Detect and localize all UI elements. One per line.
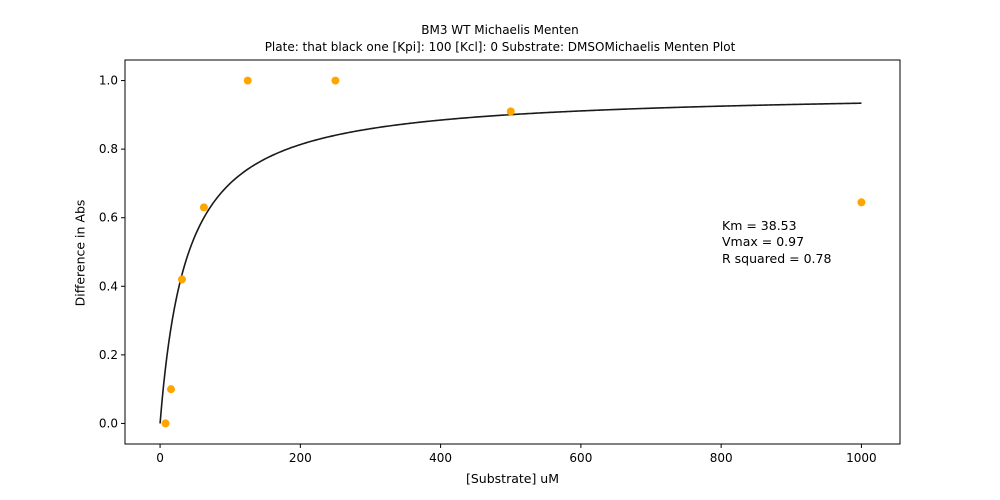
x-tick-label: 1000 [846,451,877,465]
y-tick-label: 0.0 [99,416,118,430]
data-point [331,76,340,85]
x-axis-label: [Substrate] uM [465,471,560,486]
y-tick-label: 0.2 [99,348,118,362]
x-tick-label: 0 [156,451,164,465]
r-squared-annotation: R squared = 0.78 [722,251,832,266]
data-point [506,107,515,116]
data-point [177,275,186,284]
data-point [857,198,866,207]
y-tick-label: 0.4 [99,279,118,293]
x-tick-label: 800 [710,451,733,465]
y-axis-label: Difference in Abs [72,199,88,307]
data-point [199,203,208,212]
x-tick-label: 200 [289,451,312,465]
plot-frame [124,59,901,445]
km-annotation: Km = 38.53 [722,218,797,233]
y-tick-label: 0.6 [99,211,118,225]
x-tick-label: 600 [569,451,592,465]
data-point [167,385,176,394]
vmax-annotation: Vmax = 0.97 [722,234,805,249]
x-tick-label: 400 [429,451,452,465]
y-tick-label: 0.8 [99,142,118,156]
chart-title: BM3 WT Michaelis Menten [421,23,579,37]
data-point [243,76,252,85]
y-tick-label: 1.0 [99,74,118,88]
data-point [161,419,170,428]
chart-subtitle: Plate: that black one [Kpi]: 100 [Kcl]: … [264,40,736,54]
